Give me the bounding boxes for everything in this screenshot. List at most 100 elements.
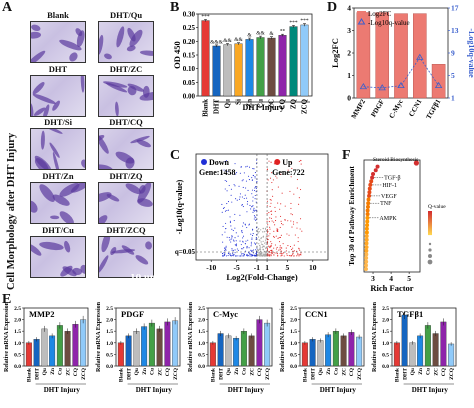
down-point [249,255,251,257]
up-point [271,243,273,245]
x-tick-label: ZCQ [449,367,455,380]
up-point [269,226,271,228]
bar [172,320,179,367]
x-axis-label: Log2(Fold-Change) [226,272,297,282]
cell-texture [31,76,85,116]
up-point [287,169,289,171]
y-tick-label: 2.5 [382,306,389,312]
up-point [297,254,299,256]
pathway-dot [364,241,369,246]
down-point [221,252,224,254]
bar [325,334,332,367]
y-tick-label: 1.5 [382,329,389,335]
up-point [298,255,300,257]
up-point [279,245,281,247]
x-tick-label: Qu [318,368,324,375]
pathway-dot [367,190,372,195]
up-point [267,224,269,226]
ns-point [257,231,259,233]
up-point [292,252,294,254]
legend-gradient-step [428,231,432,233]
bar [309,339,316,367]
down-point [245,187,247,189]
down-point [229,216,231,218]
x-tick-label: -5 [233,263,239,272]
legend-gradient-step [428,222,432,224]
up-point [270,202,272,204]
cell-texture [99,183,153,223]
down-point [252,211,254,213]
down-point [230,255,232,257]
legend-swatch-down [201,159,207,165]
up-point [270,210,272,212]
up-point [279,226,281,229]
panel-letter-b: B [170,0,180,15]
down-point [221,203,223,206]
bar [431,64,446,99]
down-point [250,208,252,210]
up-point [277,237,279,240]
bar [212,45,221,97]
pathway-dot [375,164,380,169]
up-point [275,175,277,177]
down-point [236,199,238,201]
y-tick-label: 1.0 [14,341,21,347]
up-point [288,255,290,257]
ns-point [262,252,264,254]
legend-gradient-step [428,226,432,228]
ns-point [260,229,262,231]
down-point [247,201,249,203]
ns-point [258,252,260,254]
up-point [282,253,284,255]
up-point [266,200,268,202]
up-point [276,246,278,248]
up-point [274,210,276,212]
up-point [269,247,271,249]
down-point [245,250,247,252]
down-point [254,189,256,192]
x-tick-label: Blank [27,367,33,382]
up-point [275,248,277,250]
up-point [269,233,271,235]
up-point [290,207,292,209]
down-point [234,163,236,165]
legend-gradient-step [428,234,432,236]
down-point [230,188,232,190]
bar [56,325,63,367]
up-point [269,205,271,208]
micrograph-label: DHT/ZQ [109,171,143,181]
y-tick-label: 1.0 [290,341,297,347]
plot-frame [207,307,273,367]
plot-frame [115,307,181,367]
legend-size-dot [428,248,432,252]
down-point [250,245,252,247]
x-tick-label: 1 [265,263,269,272]
down-point [255,191,257,193]
down-point [246,246,248,248]
down-point [225,245,227,247]
cell-texture [31,183,85,223]
up-point [273,252,275,254]
down-point [231,248,233,250]
ns-point [265,235,267,237]
ns-point [264,252,267,254]
q-value-marker [397,81,405,89]
up-point [270,255,272,257]
down-point [237,255,239,257]
up-point [282,243,284,245]
up-point [268,160,270,162]
x-tick-label: Zn [246,99,254,108]
x-tick-label: Blank [202,99,210,117]
up-point [293,250,295,252]
up-point [281,254,283,256]
x-tick-label: Blank [303,367,309,382]
down-point [254,198,256,200]
up-point [269,177,272,179]
down-point [232,249,235,251]
legend-gradient-step [428,215,432,217]
y-tick-label: 4 [347,4,351,13]
down-point [229,239,231,241]
